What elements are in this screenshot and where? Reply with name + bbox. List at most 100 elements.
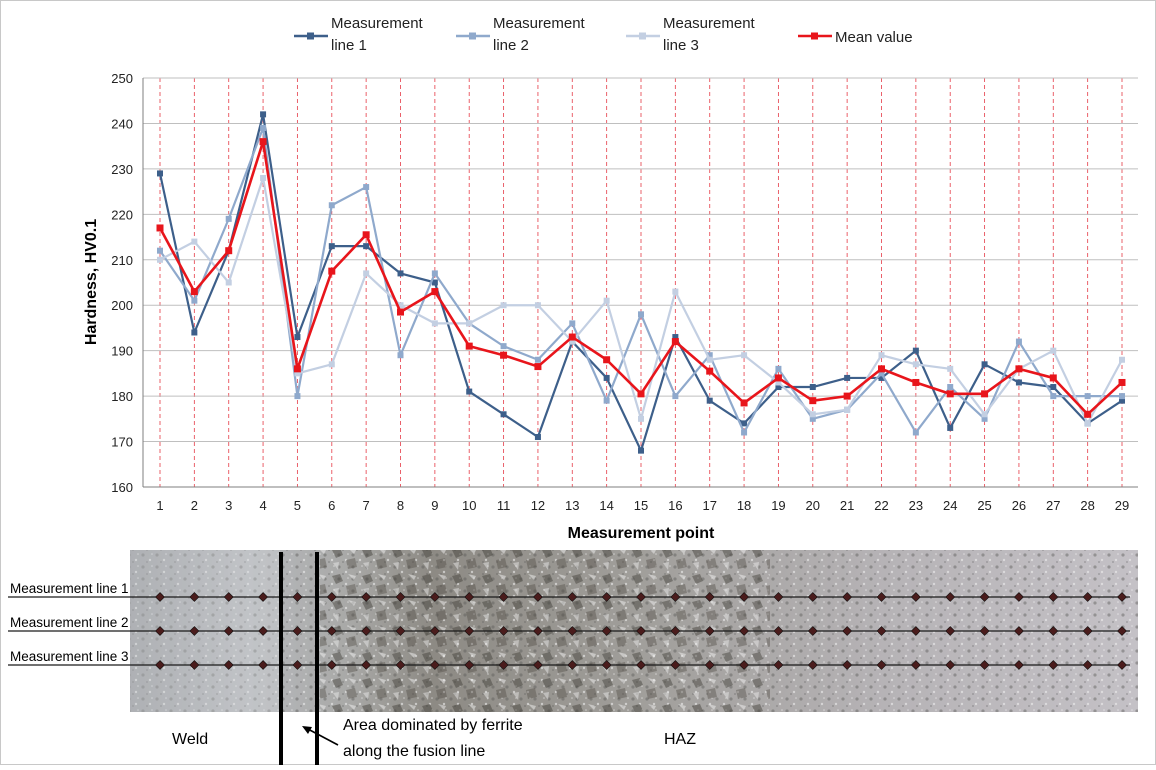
data-point: [638, 447, 644, 454]
data-point: [671, 338, 679, 346]
data-point: [156, 224, 164, 232]
data-point: [569, 320, 576, 327]
micro-indent-marker: [704, 592, 715, 602]
micro-indent-marker: [910, 660, 921, 670]
x-tick-label: 25: [977, 498, 991, 513]
micro-indent-marker: [258, 626, 268, 636]
micro-indent-marker: [773, 626, 784, 636]
x-tick-label: 21: [840, 498, 854, 513]
data-point: [328, 243, 335, 250]
y-tick-label: 160: [111, 480, 133, 495]
micro-indent-marker: [842, 592, 853, 602]
micro-indent-marker: [189, 660, 200, 670]
data-point: [534, 363, 542, 371]
micro-indent-marker: [189, 626, 200, 636]
micro-indent-marker: [498, 660, 509, 670]
data-point: [260, 174, 267, 181]
vertical-grid: [159, 78, 1123, 487]
micro-indent-marker: [739, 660, 749, 670]
data-point: [397, 270, 404, 277]
micro-indent-marker: [1117, 660, 1127, 670]
data-point: [362, 231, 370, 239]
micro-indent-marker: [361, 592, 372, 602]
micrograph-measurement-lines: Measurement line 1 Measurement line 2 Meas…: [8, 581, 1130, 670]
data-point: [534, 434, 541, 441]
data-point: [774, 374, 782, 382]
micro-indent-marker: [326, 592, 337, 602]
micro-indent-marker: [773, 592, 784, 602]
micro-indent-marker: [155, 592, 165, 602]
data-point: [1015, 338, 1022, 345]
data-point: [500, 302, 507, 309]
micro-indent-marker: [429, 626, 440, 636]
data-point: [1119, 393, 1125, 400]
data-point: [1084, 410, 1092, 418]
x-tick-label: 28: [1080, 498, 1094, 513]
micro-indent-marker: [1082, 660, 1093, 670]
micro-indent-marker: [773, 660, 784, 670]
data-point: [363, 270, 370, 277]
data-point: [260, 124, 267, 131]
x-tick-label: 16: [668, 498, 682, 513]
micro-indent-marker: [189, 592, 200, 602]
data-point: [500, 343, 507, 350]
legend-swatch-marker: [639, 32, 646, 40]
data-point: [603, 297, 610, 304]
data-point: [431, 279, 438, 286]
micro-indent-marker: [704, 626, 715, 636]
micro-indent-marker: [670, 626, 681, 636]
data-point: [260, 111, 267, 118]
data-point: [1118, 378, 1126, 386]
data-point: [843, 392, 851, 400]
x-tick-label: 17: [702, 498, 716, 513]
data-point: [947, 424, 954, 431]
data-point: [775, 365, 782, 372]
data-point: [294, 370, 301, 377]
data-point: [741, 429, 748, 436]
data-point: [259, 138, 267, 146]
data-point: [363, 243, 370, 250]
data-point: [466, 320, 473, 327]
data-point: [190, 288, 198, 296]
data-point: [191, 238, 198, 245]
data-point: [431, 270, 438, 277]
micro-indent-marker: [361, 626, 372, 636]
micrograph: Measurement line 1 Measurement line 2 Meas…: [8, 550, 1138, 765]
data-point: [809, 384, 816, 391]
micro-indent-marker: [739, 592, 749, 602]
micro-line-3: Measurement line 3: [8, 649, 1130, 670]
legend-swatch-marker: [811, 32, 818, 40]
legend-label: Mean value: [835, 29, 913, 46]
data-point: [157, 247, 163, 254]
data-point: [638, 311, 644, 318]
data-point: [809, 415, 816, 422]
micro-indent-marker: [533, 592, 543, 602]
data-point: [294, 334, 301, 341]
legend: Measurement line 1 Measurement line 2 Measur…: [294, 15, 913, 54]
micro-indent-marker: [636, 592, 646, 602]
y-axis-label: Hardness, HV0.1: [83, 219, 100, 345]
data-point: [741, 352, 748, 359]
x-tick-label: 27: [1046, 498, 1060, 513]
micro-indent-marker: [670, 660, 681, 670]
data-point: [672, 288, 679, 295]
micro-indent-marker: [326, 626, 337, 636]
y-tick-label: 230: [111, 162, 133, 177]
x-tick-label: 23: [909, 498, 923, 513]
micro-indent-marker: [326, 660, 337, 670]
data-point: [844, 406, 851, 413]
x-tick-label: 1: [156, 498, 163, 513]
data-point: [878, 365, 885, 373]
data-point: [225, 279, 232, 286]
data-point: [912, 361, 919, 368]
data-point: [672, 334, 679, 341]
data-point: [603, 356, 611, 364]
micro-indent-marker: [1117, 626, 1127, 636]
ferrite-label-line1: Area dominated by ferrite: [343, 717, 523, 734]
data-point: [912, 378, 920, 386]
micro-line-label: Measurement line 2: [10, 615, 129, 630]
micro-indent-marker: [533, 660, 543, 670]
x-tick-label: 10: [462, 498, 476, 513]
micro-indent-marker: [155, 660, 165, 670]
